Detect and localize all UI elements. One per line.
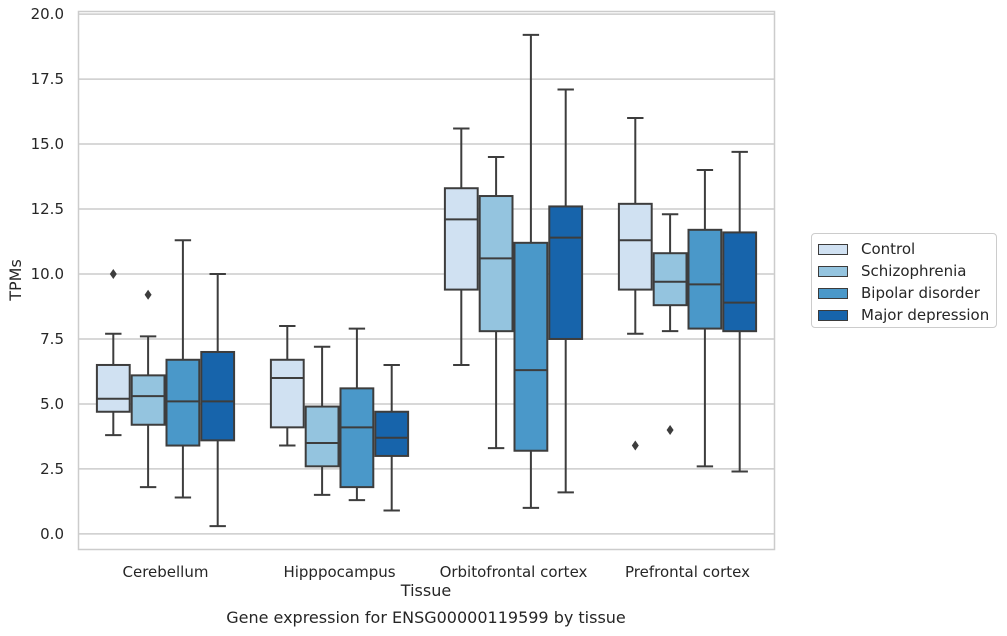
box-major-depression — [374, 363, 410, 512]
box-bipolar-disorder — [165, 239, 201, 499]
boxes — [95, 33, 758, 528]
box-iqr — [130, 374, 166, 426]
legend-swatch-major-depression — [818, 309, 848, 321]
legend: Control Schizophrenia Bipolar disorder M… — [811, 233, 997, 328]
box-major-depression — [548, 88, 584, 494]
legend-label-control: Control — [861, 240, 916, 258]
legend-item-bipolar-disorder: Bipolar disorder — [818, 282, 996, 304]
box-iqr — [339, 387, 375, 489]
box-iqr — [443, 187, 479, 291]
x-tick-label: Prefrontal cortex — [625, 563, 750, 581]
box-control — [617, 117, 653, 451]
y-tick-label: 10.0 — [31, 265, 64, 283]
box-bipolar-disorder — [513, 33, 549, 509]
box-iqr — [269, 358, 305, 429]
box-control — [95, 269, 131, 437]
legend-item-major-depression: Major depression — [818, 304, 996, 326]
box-iqr — [513, 241, 549, 452]
legend-label-bipolar-disorder: Bipolar disorder — [861, 284, 980, 302]
legend-swatch-bipolar-disorder — [818, 287, 848, 299]
outlier-point — [109, 269, 117, 280]
box-iqr — [165, 358, 201, 447]
box-major-depression — [722, 150, 758, 473]
legend-label-major-depression: Major depression — [861, 306, 990, 324]
box-schizophrenia — [130, 289, 166, 489]
box-iqr — [617, 202, 653, 291]
outlier-point — [144, 289, 152, 300]
x-tick-label: Cerebellum — [123, 563, 209, 581]
y-tick-label: 12.5 — [31, 200, 64, 218]
box-control — [269, 324, 305, 447]
y-tick-label: 0.0 — [40, 525, 64, 543]
chart-title: Gene expression for ENSG00000119599 by t… — [226, 608, 626, 627]
box-iqr — [722, 231, 758, 333]
box-iqr — [304, 405, 340, 468]
box-iqr — [478, 195, 514, 333]
box-iqr — [200, 350, 236, 442]
box-bipolar-disorder — [339, 327, 375, 502]
legend-label-schizophrenia: Schizophrenia — [861, 262, 967, 280]
legend-swatch-schizophrenia — [818, 265, 848, 277]
x-tick-label: Hipppocampus — [283, 563, 395, 581]
box-control — [443, 127, 479, 366]
y-tick-labels: 0.0 2.5 5.0 7.5 10.0 12.5 15.0 17.5 20.0 — [31, 5, 64, 543]
box-bipolar-disorder — [687, 169, 723, 468]
box-schizophrenia — [304, 345, 340, 496]
y-tick-label: 20.0 — [31, 5, 64, 23]
box-iqr — [548, 205, 584, 340]
legend-swatch-control — [818, 243, 848, 255]
y-axis-label: TPMs — [6, 259, 25, 302]
box-major-depression — [200, 273, 236, 528]
y-tick-label: 15.0 — [31, 135, 64, 153]
box-iqr — [95, 363, 131, 413]
legend-item-control: Control — [818, 238, 996, 260]
plot-frame — [77, 10, 776, 551]
y-tick-label: 2.5 — [40, 460, 64, 478]
box-iqr — [687, 228, 723, 330]
outlier-point — [666, 424, 674, 435]
x-tick-label: Orbitofrontal cortex — [440, 563, 588, 581]
y-tick-label: 7.5 — [40, 330, 64, 348]
outlier-point — [631, 440, 639, 451]
x-axis-label: Tissue — [400, 581, 451, 600]
box-schizophrenia — [478, 156, 514, 450]
box-schizophrenia — [652, 213, 688, 435]
box-iqr — [652, 252, 688, 307]
box-iqr — [374, 410, 410, 457]
x-tick-labels: Cerebellum Hipppocampus Orbitofrontal cort… — [123, 563, 751, 581]
y-tick-label: 17.5 — [31, 70, 64, 88]
legend-item-schizophrenia: Schizophrenia — [818, 260, 996, 282]
y-tick-label: 5.0 — [40, 395, 64, 413]
